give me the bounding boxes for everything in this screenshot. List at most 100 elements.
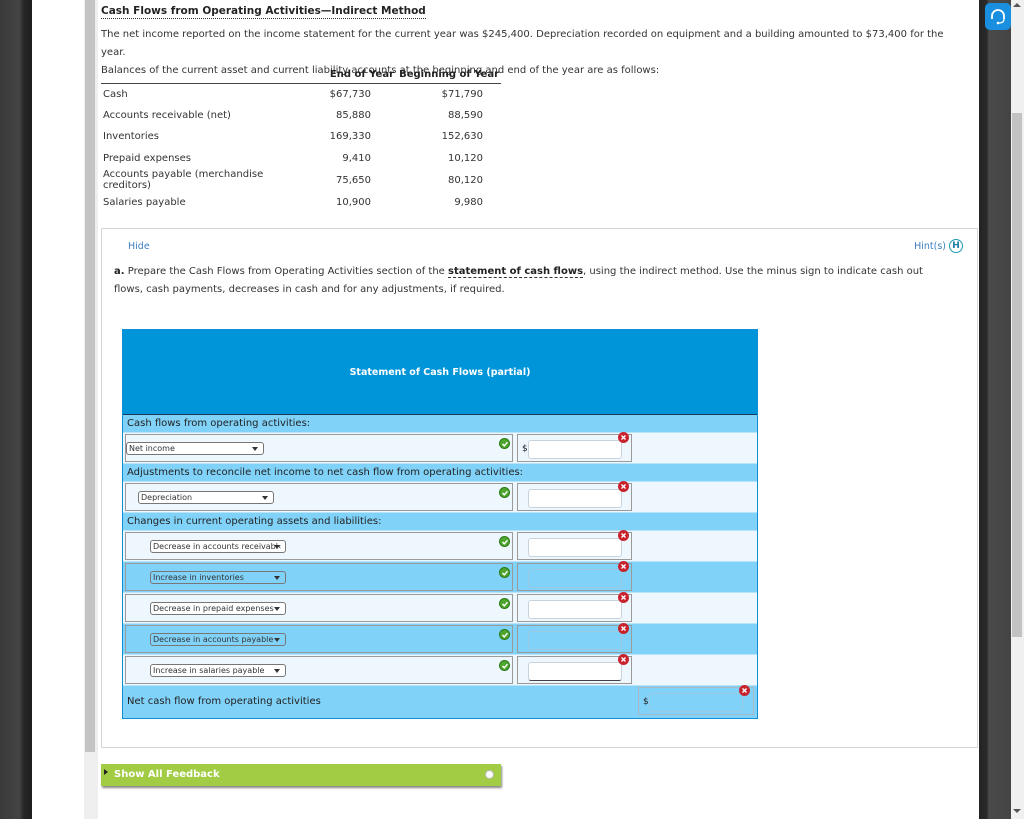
- instructions: a. Prepare the Cash Flows from Operating…: [114, 263, 954, 299]
- part-label: a.: [114, 266, 125, 277]
- begin-value: 152,630: [441, 131, 483, 143]
- end-value: 169,330: [329, 131, 371, 143]
- hints-label: Hint(s): [914, 240, 946, 252]
- begin-value: $71,790: [441, 88, 483, 100]
- expand-triangle-icon: [104, 769, 108, 775]
- amount-cell: [517, 561, 632, 591]
- incorrect-x-icon: [618, 481, 629, 492]
- dropdown-arrow-icon: [274, 545, 280, 549]
- statement-worksheet: Statement of Cash Flows (partial) Cash f…: [122, 329, 758, 719]
- end-value: 75,650: [336, 174, 371, 186]
- begin-value: 10,120: [448, 153, 483, 165]
- problem-title: Cash Flows from Operating Activities—Ind…: [101, 5, 426, 19]
- show-all-feedback-button[interactable]: Show All Feedback: [101, 764, 501, 786]
- line-item-select[interactable]: Increase in inventories: [150, 571, 286, 584]
- begin-value: 9,980: [454, 196, 483, 208]
- problem-content: Cash Flows from Operating Activities—Ind…: [98, 0, 979, 819]
- row-inventories: Increase in inventories: [123, 561, 757, 593]
- table-row: Prepaid expenses 9,410 10,120: [101, 148, 501, 170]
- label-cell: Net income: [125, 434, 513, 462]
- glossary-term-link[interactable]: statement of cash flows: [448, 266, 584, 278]
- line-item-select[interactable]: Decrease in accounts payable: [150, 633, 286, 646]
- amount-cell: [517, 481, 632, 511]
- select-value: Decrease in accounts payable: [153, 635, 274, 644]
- header-end-of-year: End of Year: [316, 66, 396, 84]
- line-item-select[interactable]: Net income: [126, 442, 264, 455]
- begin-value: 80,120: [448, 174, 483, 186]
- edit-icon: [485, 770, 494, 779]
- incorrect-x-icon: [618, 592, 629, 603]
- headset-support-icon[interactable]: [985, 3, 1011, 30]
- account-name: Cash: [103, 88, 128, 100]
- scroll-down-arrow-icon[interactable]: [1013, 809, 1021, 813]
- row-net-cash-flow: Net cash flow from operating activities …: [123, 685, 757, 718]
- left-desktop-edge: [0, 0, 32, 819]
- select-value: Increase in inventories: [153, 573, 244, 582]
- amount-input[interactable]: [528, 538, 622, 557]
- amount-cell: [517, 654, 632, 684]
- account-name: Prepaid expenses: [103, 153, 191, 165]
- dropdown-arrow-icon: [274, 638, 280, 642]
- incorrect-x-icon: [618, 530, 629, 541]
- row-net-income: Net income $: [123, 432, 757, 464]
- right-desktop-edge: [979, 0, 1011, 819]
- line-item-select[interactable]: Decrease in prepaid expenses: [150, 602, 286, 615]
- label-cell: Decrease in prepaid expenses: [125, 594, 513, 622]
- dropdown-arrow-icon: [274, 607, 280, 611]
- correct-check-icon: [499, 536, 510, 547]
- scroll-up-arrow-icon[interactable]: [1013, 3, 1021, 7]
- statement-title: Statement of Cash Flows (partial): [123, 330, 757, 415]
- table-row: Salaries payable 10,900 9,980: [101, 191, 501, 213]
- instructions-text-2: , using the indirect method. Use the min…: [114, 266, 923, 295]
- select-value: Depreciation: [141, 493, 193, 502]
- amount-cell: $: [517, 432, 632, 462]
- net-amount-input[interactable]: [649, 693, 743, 712]
- incorrect-x-icon: [618, 654, 629, 665]
- line-item-select[interactable]: Decrease in accounts receivabl‹: [150, 540, 286, 553]
- line-item-select[interactable]: Depreciation: [138, 491, 274, 504]
- end-value: 9,410: [342, 153, 371, 165]
- amount-input[interactable]: [528, 662, 622, 681]
- dropdown-arrow-icon: [252, 447, 258, 451]
- incorrect-x-icon: [618, 432, 629, 443]
- left-margin: [32, 0, 84, 819]
- hint-icon: H: [949, 239, 963, 253]
- hide-link[interactable]: Hide: [128, 241, 150, 252]
- label-cell: Depreciation: [125, 483, 513, 511]
- correct-check-icon: [499, 567, 510, 578]
- amount-input[interactable]: [528, 631, 622, 650]
- select-value: Increase in salaries payable: [153, 666, 265, 675]
- amount-cell: [517, 592, 632, 622]
- amount-cell: [517, 530, 632, 560]
- correct-check-icon: [499, 629, 510, 640]
- row-accounts-receivable: Decrease in accounts receivabl‹: [123, 530, 757, 562]
- page-scrollbar-thumb[interactable]: [1012, 113, 1022, 637]
- line-item-select[interactable]: Increase in salaries payable: [150, 664, 286, 677]
- correct-check-icon: [499, 487, 510, 498]
- amount-input[interactable]: [528, 440, 622, 459]
- amount-input[interactable]: [528, 569, 622, 588]
- question-panel: Hide Hint(s) H a. Prepare the Cash Flows…: [101, 228, 978, 748]
- amount-cell: [517, 623, 632, 653]
- currency-symbol: $: [643, 697, 649, 707]
- begin-value: 88,590: [448, 109, 483, 121]
- account-name: Accounts receivable (net): [103, 109, 231, 121]
- end-value: $67,730: [329, 88, 371, 100]
- left-scrollbar-thumb[interactable]: [85, 0, 95, 752]
- label-cell: Decrease in accounts payable: [125, 625, 513, 653]
- account-name: Accounts payable (merchandise creditors): [103, 169, 264, 192]
- net-amount-cell: $: [638, 685, 754, 715]
- header-beginning-of-year: Beginning of Year: [396, 66, 501, 84]
- select-value: Decrease in accounts receivabl‹: [153, 542, 282, 551]
- label-cell: Increase in salaries payable: [125, 656, 513, 684]
- table-row: Accounts payable (merchandise creditors)…: [101, 169, 501, 191]
- account-name: Salaries payable: [103, 196, 186, 208]
- amount-input[interactable]: [528, 600, 622, 619]
- amount-input[interactable]: [528, 489, 622, 508]
- end-value: 85,880: [336, 109, 371, 121]
- hints-link[interactable]: Hint(s) H: [914, 239, 963, 253]
- feedback-label: Show All Feedback: [114, 769, 220, 780]
- row-prepaid-expenses: Decrease in prepaid expenses: [123, 592, 757, 624]
- currency-symbol: $: [522, 444, 528, 454]
- dropdown-arrow-icon: [274, 576, 280, 580]
